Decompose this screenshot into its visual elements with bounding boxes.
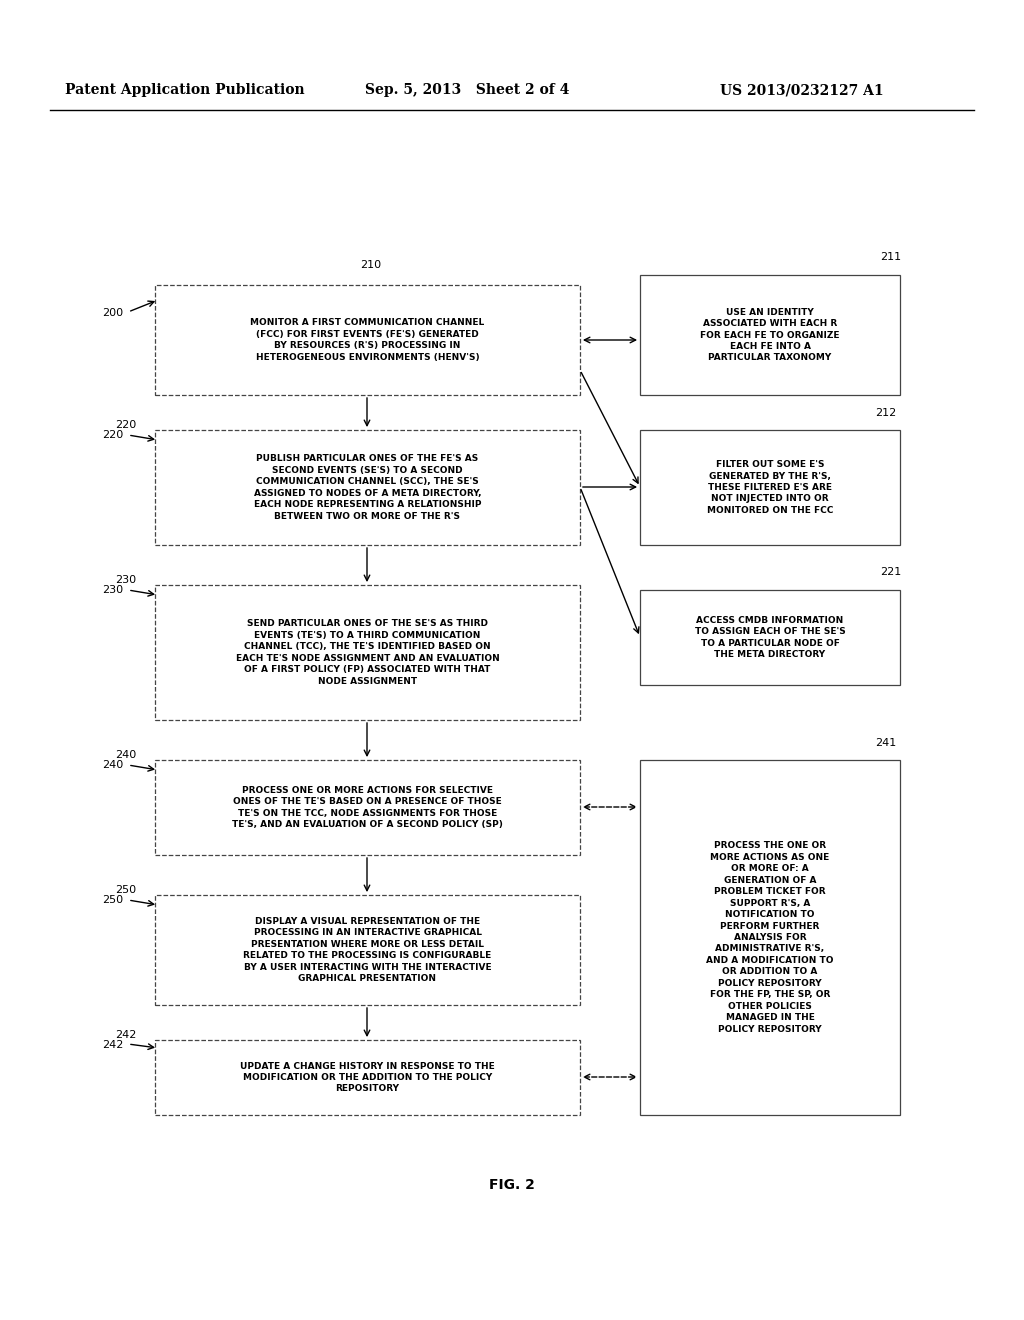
Text: 241: 241 <box>874 738 896 748</box>
Bar <box>155 585 580 719</box>
Text: 230: 230 <box>115 576 136 585</box>
Text: 250: 250 <box>102 895 124 906</box>
Text: 242: 242 <box>115 1030 136 1040</box>
Bar <box>640 590 900 685</box>
Text: 242: 242 <box>102 1040 124 1049</box>
Bar <box>640 430 900 545</box>
Text: USE AN IDENTITY
ASSOCIATED WITH EACH R
FOR EACH FE TO ORGANIZE
EACH FE INTO A
PA: USE AN IDENTITY ASSOCIATED WITH EACH R F… <box>700 308 840 363</box>
Bar <box>155 895 580 1005</box>
Bar <box>155 430 580 545</box>
Text: 220: 220 <box>115 420 136 430</box>
Text: PUBLISH PARTICULAR ONES OF THE FE'S AS
SECOND EVENTS (SE'S) TO A SECOND
COMMUNIC: PUBLISH PARTICULAR ONES OF THE FE'S AS S… <box>254 454 481 520</box>
Text: DISPLAY A VISUAL REPRESENTATION OF THE
PROCESSING IN AN INTERACTIVE GRAPHICAL
PR: DISPLAY A VISUAL REPRESENTATION OF THE P… <box>244 917 492 983</box>
Text: 230: 230 <box>102 585 124 595</box>
Bar <box>640 275 900 395</box>
Text: PROCESS ONE OR MORE ACTIONS FOR SELECTIVE
ONES OF THE TE'S BASED ON A PRESENCE O: PROCESS ONE OR MORE ACTIONS FOR SELECTIV… <box>232 785 503 829</box>
Text: SEND PARTICULAR ONES OF THE SE'S AS THIRD
EVENTS (TE'S) TO A THIRD COMMUNICATION: SEND PARTICULAR ONES OF THE SE'S AS THIR… <box>236 619 500 685</box>
Text: PROCESS THE ONE OR
MORE ACTIONS AS ONE
OR MORE OF: A
GENERATION OF A
PROBLEM TIC: PROCESS THE ONE OR MORE ACTIONS AS ONE O… <box>707 841 834 1034</box>
Text: Patent Application Publication: Patent Application Publication <box>65 83 304 96</box>
Text: 211: 211 <box>880 252 901 261</box>
Bar <box>155 760 580 855</box>
Text: Sep. 5, 2013   Sheet 2 of 4: Sep. 5, 2013 Sheet 2 of 4 <box>365 83 569 96</box>
Text: MONITOR A FIRST COMMUNICATION CHANNEL
(FCC) FOR FIRST EVENTS (FE'S) GENERATED
BY: MONITOR A FIRST COMMUNICATION CHANNEL (F… <box>251 318 484 362</box>
Text: UPDATE A CHANGE HISTORY IN RESPONSE TO THE
MODIFICATION OR THE ADDITION TO THE P: UPDATE A CHANGE HISTORY IN RESPONSE TO T… <box>240 1061 495 1093</box>
Text: 221: 221 <box>880 568 901 577</box>
Text: 212: 212 <box>874 408 896 418</box>
Text: ACCESS CMDB INFORMATION
TO ASSIGN EACH OF THE SE'S
TO A PARTICULAR NODE OF
THE M: ACCESS CMDB INFORMATION TO ASSIGN EACH O… <box>694 616 846 659</box>
Text: 200: 200 <box>102 308 124 318</box>
Bar <box>640 760 900 1115</box>
Text: FILTER OUT SOME E'S
GENERATED BY THE R'S,
THESE FILTERED E'S ARE
NOT INJECTED IN: FILTER OUT SOME E'S GENERATED BY THE R'S… <box>707 461 834 515</box>
Text: FIG. 2: FIG. 2 <box>489 1177 535 1192</box>
Text: 210: 210 <box>360 260 381 271</box>
Bar <box>155 1040 580 1115</box>
Text: US 2013/0232127 A1: US 2013/0232127 A1 <box>720 83 884 96</box>
Bar <box>155 285 580 395</box>
Text: 250: 250 <box>115 884 136 895</box>
Text: 240: 240 <box>115 750 136 760</box>
Text: 220: 220 <box>102 430 124 440</box>
Text: 240: 240 <box>102 760 124 770</box>
